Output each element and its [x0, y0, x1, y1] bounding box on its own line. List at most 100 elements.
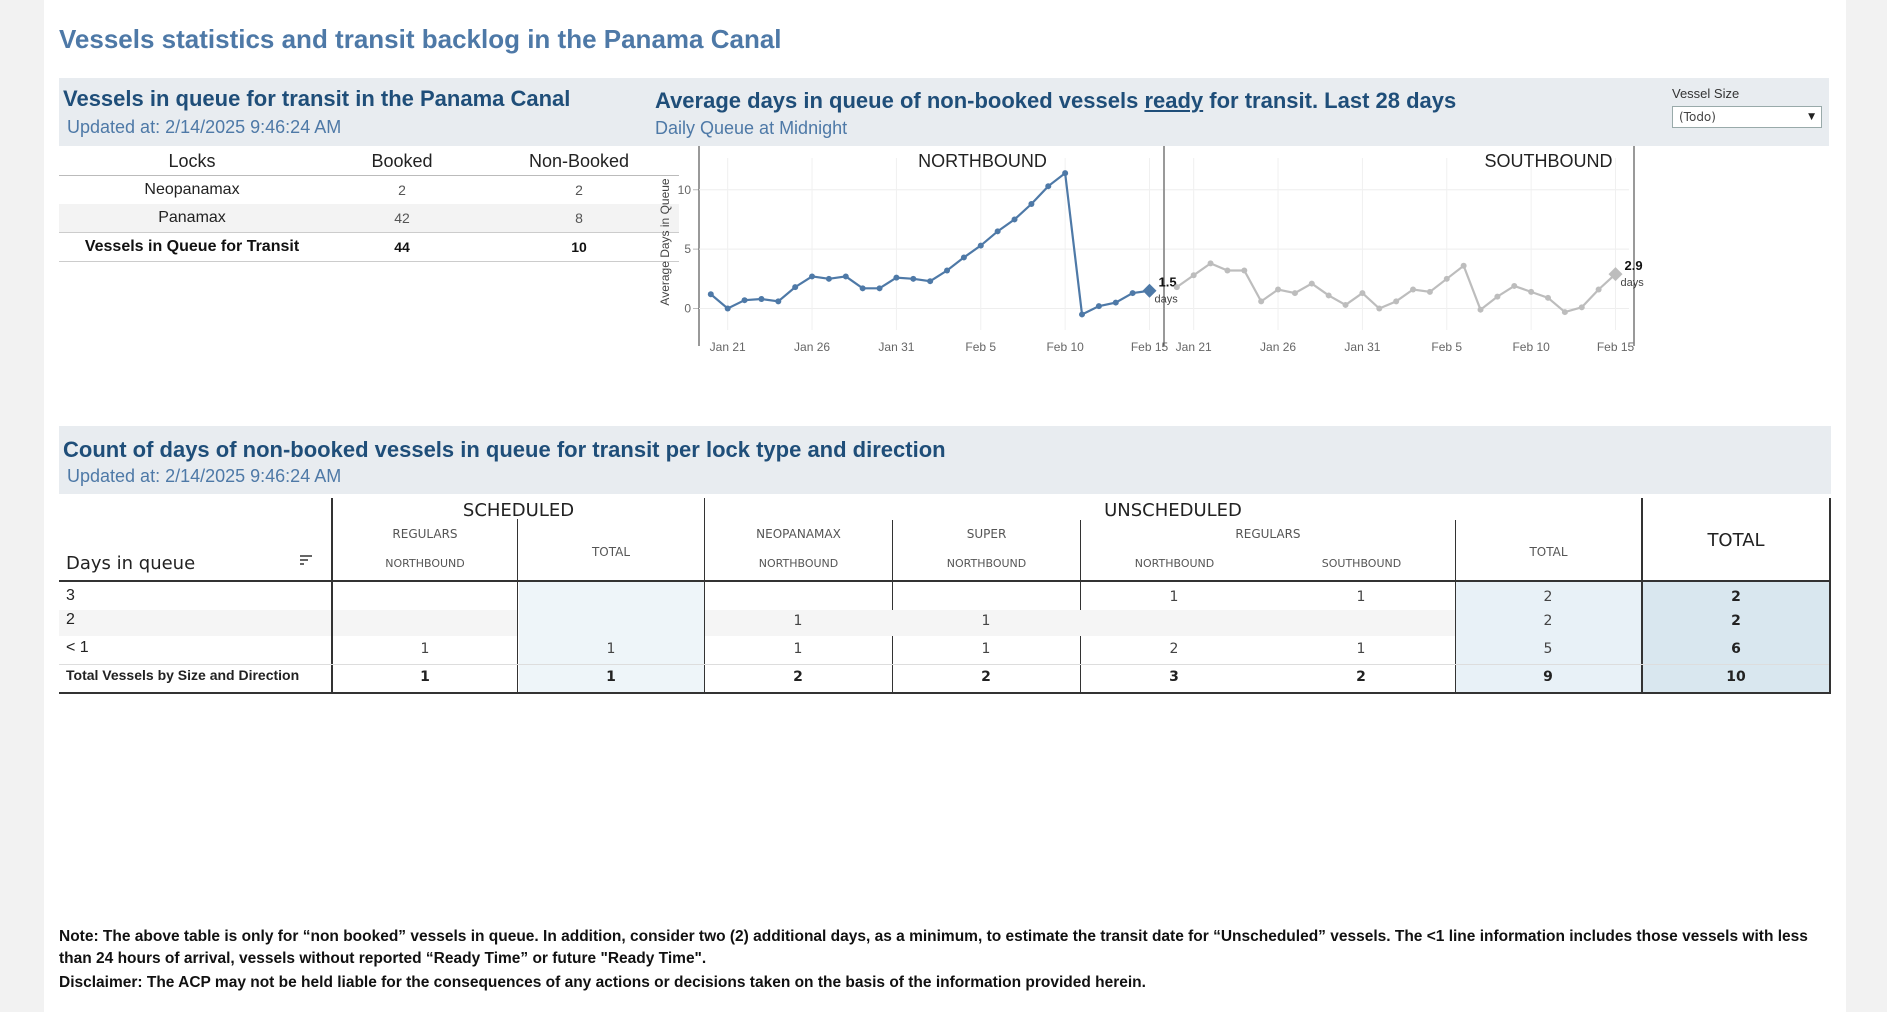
data-point — [1426, 288, 1433, 295]
data-point — [1376, 305, 1383, 312]
avg-panel-subtitle: Daily Queue at Midnight — [655, 118, 848, 138]
unscheduled-total-subheader: TOTAL — [1529, 545, 1568, 559]
count-cell[interactable]: 1 — [606, 669, 616, 685]
count-cell[interactable]: 2 — [981, 669, 991, 685]
count-cell[interactable]: 1 — [1356, 641, 1366, 657]
data-point — [1275, 286, 1282, 293]
data-point — [1561, 309, 1568, 316]
count-cell[interactable]: 1 — [793, 641, 803, 657]
avg-days-chart: Average Days in Queue 0 5 10 Jan 21 Jan 26 Jan… — [658, 146, 1644, 354]
locks-table: Locks Booked Non-Booked Neopanamax 2 2 P… — [59, 147, 679, 262]
row-stripe — [705, 610, 1455, 636]
total-column-bg — [1456, 582, 1641, 692]
grand-total-column-bg — [1643, 582, 1829, 692]
southbound-label: SOUTHBOUND — [1484, 151, 1613, 171]
data-point — [1308, 280, 1315, 287]
table-total-row[interactable]: Vessels in Queue for Transit 44 10 — [59, 232, 679, 262]
queue-panel-updated: Updated at: 2/14/2025 9:46:24 AM — [67, 117, 342, 137]
ready-link[interactable]: ready — [1144, 88, 1204, 113]
data-point — [1079, 311, 1086, 318]
count-cell[interactable]: 2 — [1356, 669, 1366, 685]
series-line — [710, 171, 1134, 317]
count-cell[interactable]: 1 — [420, 641, 430, 657]
data-point — [724, 305, 731, 312]
northbound-subheader: NORTHBOUND — [758, 557, 839, 570]
sort-icon[interactable] — [299, 553, 313, 571]
count-cell[interactable]: 2 — [1731, 589, 1741, 605]
scheduled-group-header[interactable]: SCHEDULED — [462, 500, 575, 521]
table-divider — [331, 498, 333, 694]
count-cell[interactable]: 1 — [420, 669, 430, 685]
count-cell[interactable]: 1 — [981, 641, 991, 657]
days-row-label: 3 — [66, 587, 75, 604]
count-cell[interactable]: 2 — [793, 669, 803, 685]
days-row-label: < 1 — [66, 639, 89, 656]
days-in-queue-header[interactable]: Days in queue — [66, 553, 196, 574]
data-point — [842, 273, 849, 280]
data-point — [1545, 294, 1552, 301]
locks-col-header[interactable]: Locks — [59, 147, 325, 176]
data-point — [859, 285, 866, 292]
y-tick-label: 0 — [684, 302, 691, 316]
x-tick-label: Jan 26 — [1260, 340, 1296, 354]
super-subheader: SUPER — [966, 527, 1007, 541]
total-column-bg — [519, 582, 704, 692]
count-panel-title: Count of days of non-booked vessels in q… — [63, 437, 946, 462]
table-row[interactable]: Neopanamax 2 2 — [59, 176, 679, 205]
count-cell[interactable]: 10 — [1726, 669, 1746, 685]
nonbooked-col-header[interactable]: Non-Booked — [479, 147, 679, 176]
unscheduled-group-header[interactable]: UNSCHEDULED — [1104, 500, 1242, 521]
southbound-subheader: SOUTHBOUND — [1321, 557, 1402, 570]
count-cell[interactable]: 9 — [1543, 669, 1553, 685]
count-cell[interactable]: 1 — [606, 641, 616, 657]
data-point — [775, 298, 782, 305]
count-cell[interactable]: 2 — [1169, 641, 1179, 657]
avg-title-pre: Average days in queue of non-booked vess… — [655, 88, 1145, 113]
count-panel-updated: Updated at: 2/14/2025 9:46:24 AM — [67, 466, 342, 486]
booked-col-header[interactable]: Booked — [325, 147, 479, 176]
table-divider — [59, 580, 1831, 582]
vessel-size-dropdown[interactable]: (Todo) ▼ — [1672, 106, 1822, 128]
booked-count: 2 — [398, 182, 406, 198]
x-tick-label: Feb 15 — [1597, 340, 1635, 354]
queue-panel-title: Vessels in queue for transit in the Pana… — [63, 86, 571, 111]
northbound-subheader: NORTHBOUND — [385, 557, 465, 570]
header-gap — [705, 519, 1641, 520]
data-point — [1359, 290, 1366, 297]
data-point — [1062, 170, 1069, 177]
data-point — [1045, 183, 1052, 190]
x-tick-label: Jan 21 — [710, 340, 746, 354]
data-point — [1342, 301, 1349, 308]
data-point — [1325, 292, 1332, 299]
count-cell[interactable]: 2 — [1543, 613, 1553, 629]
table-divider — [1455, 519, 1456, 694]
data-point — [1578, 304, 1585, 311]
y-tick-label: 5 — [684, 242, 691, 256]
data-point — [944, 267, 951, 274]
table-divider — [1641, 498, 1643, 694]
data-point — [1528, 288, 1535, 295]
table-row[interactable]: Panamax 42 8 — [59, 204, 679, 233]
last-value-unit: days — [1155, 294, 1179, 306]
count-cell[interactable]: 5 — [1543, 641, 1553, 657]
table-divider — [1829, 498, 1831, 694]
table-divider — [704, 498, 705, 694]
count-cell[interactable]: 1 — [1169, 589, 1179, 605]
count-cell[interactable]: 6 — [1731, 641, 1741, 657]
count-cell[interactable]: 1 — [1356, 589, 1366, 605]
lock-name: Neopanamax — [144, 181, 240, 198]
count-cell[interactable]: 1 — [793, 613, 803, 629]
last-value-marker — [1608, 267, 1623, 282]
table-divider — [517, 519, 518, 694]
last-value-marker — [1142, 283, 1157, 298]
x-tick-label: Jan 26 — [794, 340, 830, 354]
vessel-size-value: (Todo) — [1679, 110, 1716, 124]
count-cell[interactable]: 2 — [1731, 613, 1741, 629]
row-stripe — [333, 610, 517, 636]
scheduled-total-subheader: TOTAL — [591, 545, 631, 559]
count-cell[interactable]: 1 — [981, 613, 991, 629]
page-title: Vessels statistics and transit backlog i… — [59, 24, 782, 54]
table-divider — [59, 692, 1831, 694]
count-cell[interactable]: 2 — [1543, 589, 1553, 605]
count-cell[interactable]: 3 — [1169, 669, 1179, 685]
